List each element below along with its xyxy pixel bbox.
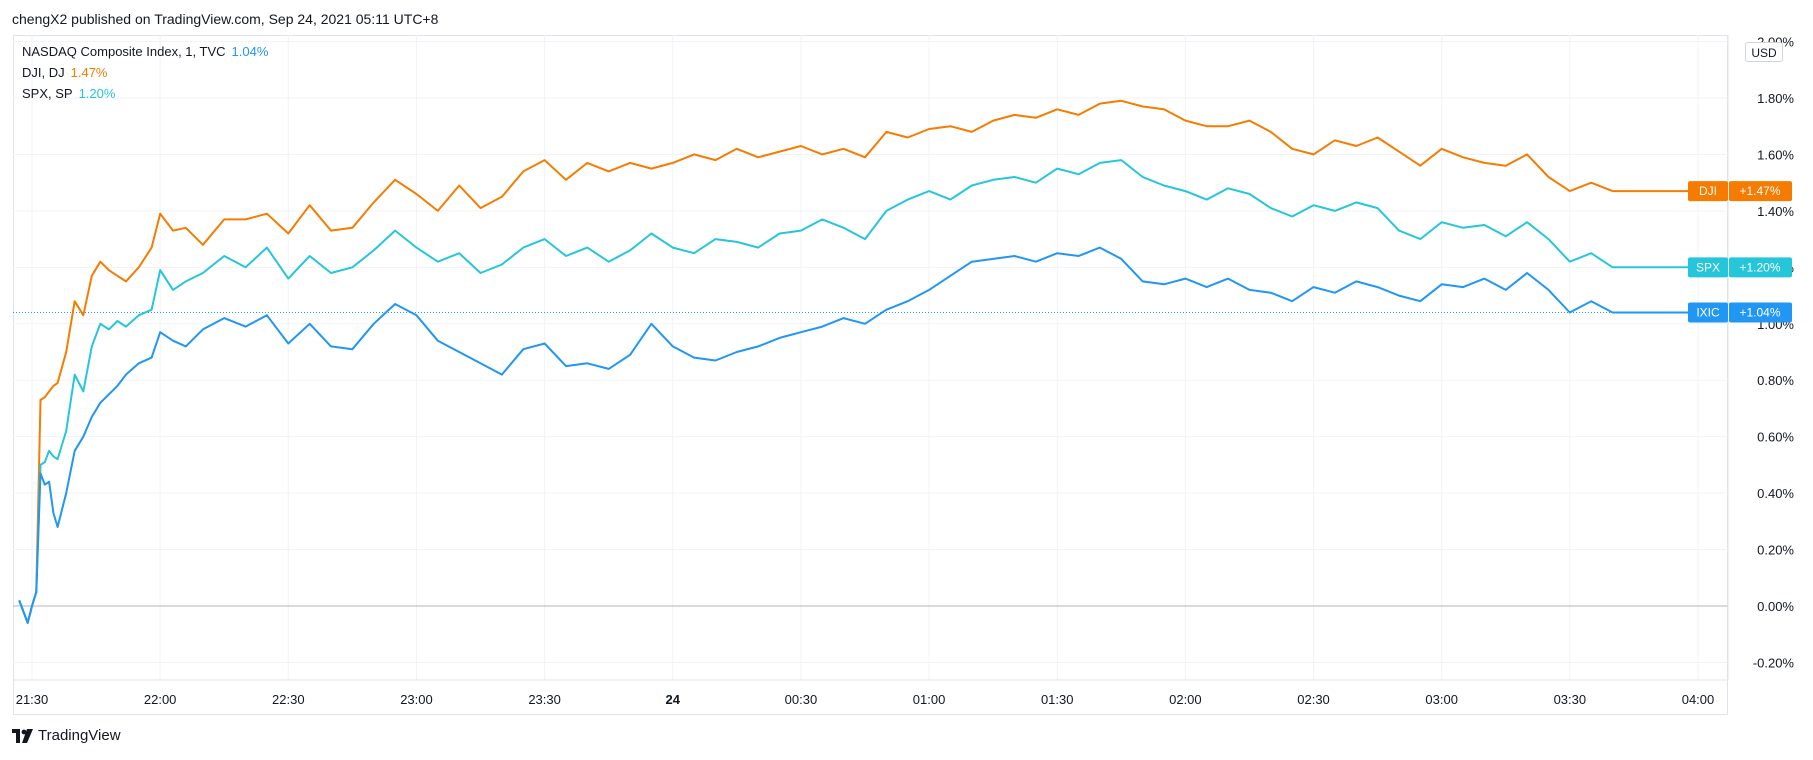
tag-name-box xyxy=(1688,181,1728,202)
legend-item-nasdaq[interactable]: NASDAQ Composite Index, 1, TVC 1.04% xyxy=(22,44,268,59)
tag-name-box xyxy=(1688,302,1728,323)
tag-value: +1.47% xyxy=(1739,184,1780,198)
series-lines xyxy=(18,99,1698,624)
x-tick-label: 01:00 xyxy=(913,692,946,707)
x-tick-label: 02:00 xyxy=(1169,692,1202,707)
x-tick-label: 23:00 xyxy=(400,692,433,707)
tag-value-box xyxy=(1729,302,1792,323)
y-tick-label: 0.20% xyxy=(1757,543,1794,558)
tag-value-box xyxy=(1729,181,1792,202)
x-tick-label: 22:30 xyxy=(272,692,305,707)
x-tick-label: 03:00 xyxy=(1425,692,1458,707)
y-tick-label: 0.80% xyxy=(1757,373,1794,388)
x-tick-label: 24 xyxy=(666,692,681,707)
x-tick-label: 22:00 xyxy=(144,692,177,707)
price-axis: 2.00%1.80%1.60%1.40%1.20%1.00%0.80%0.60%… xyxy=(1727,35,1795,680)
tag-dji: DJI +1.47% xyxy=(1688,181,1792,202)
tag-name: IXIC xyxy=(1696,305,1720,319)
legend-value: 1.20% xyxy=(78,86,116,101)
tag-spx: SPX +1.20% xyxy=(1688,257,1792,278)
tag-name: SPX xyxy=(1696,260,1720,274)
y-tick-label: 1.80% xyxy=(1757,91,1794,106)
tradingview-icon xyxy=(12,728,33,743)
y-tick-label: 1.40% xyxy=(1757,204,1794,219)
tag-value-box xyxy=(1729,257,1792,278)
legend-value: 1.47% xyxy=(70,65,108,80)
tag-value: +1.20% xyxy=(1739,260,1780,274)
series-line-dji[interactable] xyxy=(18,99,1698,624)
time-axis: 21:30 22:00 22:30 23:00 23:30 24 00:30 01:00 01:… xyxy=(13,679,1728,707)
grid-lines xyxy=(13,35,1728,680)
tag-value: +1.04% xyxy=(1739,305,1780,319)
x-tick-label: 02:30 xyxy=(1297,692,1330,707)
tag-name: DJI xyxy=(1699,184,1717,198)
tag-name-box xyxy=(1688,257,1728,278)
currency-button[interactable]: USD xyxy=(1745,42,1783,62)
legend-item-spx[interactable]: SPX, SP 1.20% xyxy=(22,86,115,101)
x-tick-label: 04:00 xyxy=(1682,692,1715,707)
x-tick-label: 21:30 xyxy=(16,692,49,707)
tradingview-logo[interactable]: TradingView xyxy=(12,727,121,744)
y-tick-label: 0.60% xyxy=(1757,430,1794,445)
series-line-spx[interactable] xyxy=(18,159,1698,624)
legend-label: DJI, DJ xyxy=(22,65,65,80)
x-tick-label: 00:30 xyxy=(785,692,818,707)
legend-value: 1.04% xyxy=(231,44,269,59)
publisher-attribution: chengX2 published on TradingView.com, Se… xyxy=(12,11,439,27)
y-tick-label: 1.60% xyxy=(1757,147,1794,162)
y-tick-label: 0.40% xyxy=(1757,486,1794,501)
y-tick-label: -0.20% xyxy=(1753,655,1795,670)
x-tick-label: 23:30 xyxy=(528,692,561,707)
legend-label: SPX, SP xyxy=(22,86,73,101)
x-tick-label: 01:30 xyxy=(1041,692,1074,707)
y-tick-label: 0.00% xyxy=(1757,599,1794,614)
x-tick-label: 03:30 xyxy=(1554,692,1587,707)
legend-label: NASDAQ Composite Index, 1, TVC xyxy=(22,44,226,59)
series-line-ixic[interactable] xyxy=(18,246,1698,624)
tag-ixic: IXIC +1.04% xyxy=(1688,302,1792,323)
last-value-tags: DJI +1.47% SPX +1.20% IXIC +1.04% xyxy=(1688,181,1792,323)
legend-item-dji[interactable]: DJI, DJ 1.47% xyxy=(22,65,108,80)
footer-brand: TradingView xyxy=(38,727,121,744)
